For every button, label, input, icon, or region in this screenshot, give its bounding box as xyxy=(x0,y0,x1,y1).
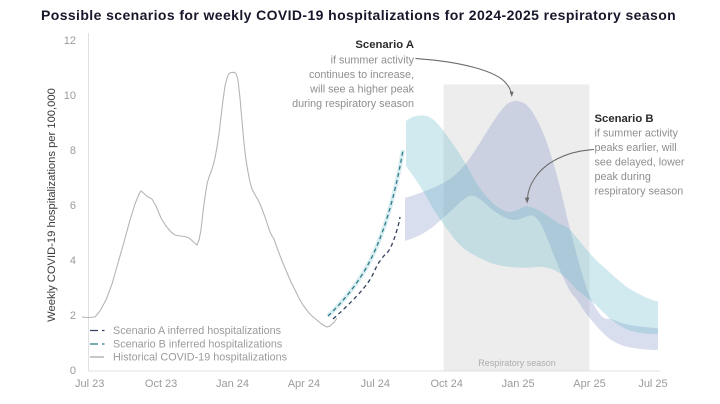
svg-text:Weekly COVID-19 hospitalizatio: Weekly COVID-19 hospitalizations per 100… xyxy=(46,88,58,322)
svg-text:Apr 24: Apr 24 xyxy=(288,378,320,390)
svg-text:peak during: peak during xyxy=(595,171,651,183)
svg-text:Oct 23: Oct 23 xyxy=(145,378,177,390)
svg-text:12: 12 xyxy=(64,35,76,47)
svg-text:Respiratory season: Respiratory season xyxy=(478,358,556,368)
svg-text:Apr 25: Apr 25 xyxy=(573,378,605,390)
svg-text:Jan 25: Jan 25 xyxy=(502,378,535,390)
svg-text:if summer activity: if summer activity xyxy=(595,128,679,140)
svg-text:6: 6 xyxy=(70,200,76,212)
svg-text:Jul 25: Jul 25 xyxy=(638,378,667,390)
svg-text:peaks earlier, will: peaks earlier, will xyxy=(595,142,677,154)
svg-text:will see a higher peak: will see a higher peak xyxy=(309,84,414,96)
svg-text:10: 10 xyxy=(64,90,76,102)
svg-text:Scenario B inferred hospitaliz: Scenario B inferred hospitalizations xyxy=(113,339,283,351)
svg-text:Historical COVID-19 hospitaliz: Historical COVID-19 hospitalizations xyxy=(113,352,288,364)
svg-text:Jul 24: Jul 24 xyxy=(361,378,390,390)
svg-text:Oct 24: Oct 24 xyxy=(430,378,462,390)
svg-text:2: 2 xyxy=(70,310,76,322)
svg-text:respiratory season: respiratory season xyxy=(595,186,684,198)
svg-text:Possible scenarios for weekly: Possible scenarios for weekly COVID-19 h… xyxy=(41,7,676,23)
svg-text:Jul 23: Jul 23 xyxy=(75,378,104,390)
svg-text:Jan 24: Jan 24 xyxy=(216,378,249,390)
svg-text:during respiratory season: during respiratory season xyxy=(292,98,414,110)
svg-text:continues to increase,: continues to increase, xyxy=(309,69,414,81)
svg-text:4: 4 xyxy=(70,255,76,267)
svg-text:if summer activity: if summer activity xyxy=(331,55,415,67)
svg-text:Scenario A: Scenario A xyxy=(355,39,414,51)
svg-text:Scenario A inferred hospitaliz: Scenario A inferred hospitalizations xyxy=(113,325,282,337)
svg-text:8: 8 xyxy=(70,145,76,157)
svg-text:0: 0 xyxy=(70,365,76,377)
svg-text:Scenario B: Scenario B xyxy=(595,113,654,125)
svg-text:see delayed, lower: see delayed, lower xyxy=(595,157,685,169)
